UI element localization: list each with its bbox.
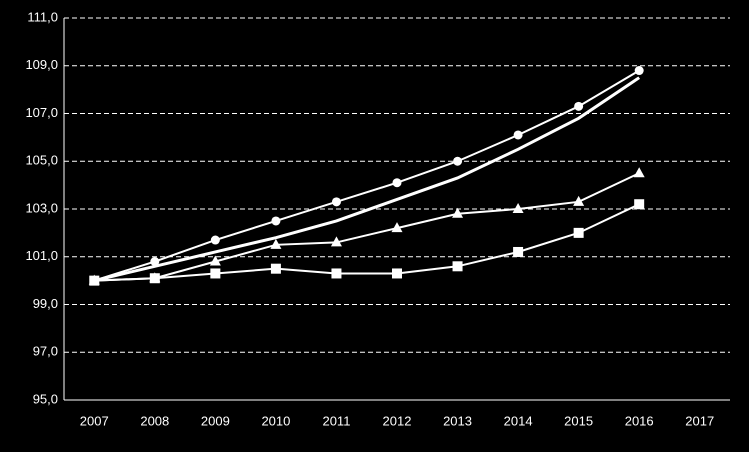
x-tick-label: 2010 [261,413,290,428]
y-tick-label: 111,0 [27,9,58,24]
series-line [93,69,640,282]
y-tick-label: 107,0 [25,105,58,120]
point [331,197,341,207]
point [633,167,645,178]
point [270,238,282,249]
point [574,101,584,111]
series-line [93,76,641,283]
point [331,268,342,279]
point [512,203,524,213]
point [392,268,402,279]
x-tick-label: 2015 [564,413,593,428]
point [271,216,281,226]
x-tick-label: 2009 [201,413,230,428]
point [573,227,584,238]
series-line [94,172,640,282]
point [210,268,221,279]
x-tick-label: 2007 [80,413,109,428]
point [513,130,523,140]
point [270,263,281,274]
point [453,156,463,166]
y-tick-label: 103,0 [25,200,58,215]
y-tick-label: 109,0 [25,57,58,72]
point [149,273,160,284]
point [634,66,644,76]
x-tick-label: 2016 [625,413,654,428]
point [452,207,464,218]
y-tick-label: 95,0 [33,391,58,406]
y-tick-label: 105,0 [25,153,58,168]
x-tick-label: 2012 [383,413,412,428]
point [330,236,342,247]
point [452,261,463,272]
y-tick-label: 101,0 [25,248,58,263]
point [634,199,645,210]
point [150,257,160,267]
point [573,195,585,206]
point [392,178,402,188]
x-tick-label: 2013 [443,413,472,428]
point [89,275,100,286]
x-tick-label: 2017 [685,413,714,428]
point [209,255,221,266]
x-tick-label: 2014 [504,413,533,428]
series-line [94,203,640,282]
point [513,246,524,257]
y-tick-label: 97,0 [33,344,58,359]
point [210,235,220,245]
y-tick-label: 99,0 [33,296,58,311]
x-tick-label: 2011 [322,413,350,428]
point [391,222,403,233]
x-tick-label: 2008 [140,413,169,428]
